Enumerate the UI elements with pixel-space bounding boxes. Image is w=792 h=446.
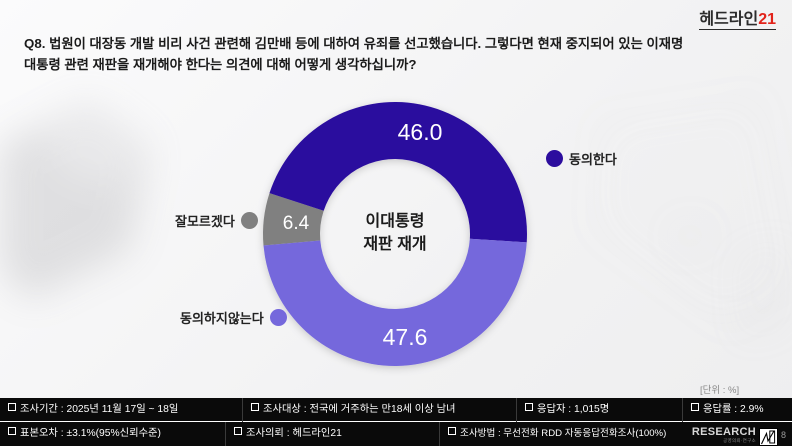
svg-text:6.4: 6.4: [283, 213, 310, 234]
svg-text:46.0: 46.0: [398, 119, 443, 145]
svg-text:47.6: 47.6: [383, 324, 428, 350]
